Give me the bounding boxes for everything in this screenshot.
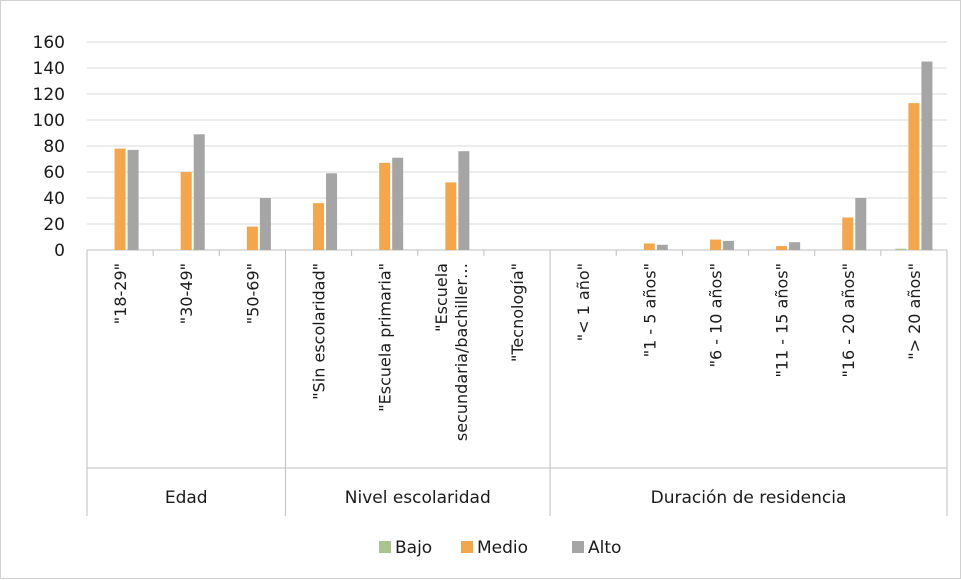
bar-alto bbox=[789, 242, 801, 250]
category-label: "50-69" bbox=[243, 263, 262, 324]
category-label: "> 20 años" bbox=[905, 263, 924, 360]
bar-medio bbox=[313, 203, 325, 250]
bar-alto bbox=[127, 149, 139, 250]
bar-medio bbox=[709, 239, 721, 250]
y-tick-label: 0 bbox=[54, 241, 65, 261]
legend-swatch-alto bbox=[572, 541, 584, 553]
y-tick-label: 100 bbox=[33, 111, 65, 131]
category-label: "Escuelasecundaria/bachiller… bbox=[432, 263, 471, 441]
bar-alto bbox=[193, 134, 205, 250]
group-label: Edad bbox=[165, 488, 208, 508]
category-label: "1 - 5 años" bbox=[640, 263, 659, 357]
group-label: Nivel escolaridad bbox=[345, 488, 491, 508]
category-label: "Escuela primaria" bbox=[376, 263, 395, 412]
y-tick-label: 160 bbox=[33, 33, 65, 53]
bar-medio bbox=[180, 172, 192, 250]
bar-alto bbox=[722, 240, 734, 250]
y-tick-label: 80 bbox=[43, 137, 65, 157]
bar-alto bbox=[656, 244, 668, 250]
legend-label: Bajo bbox=[395, 538, 432, 558]
y-axis-ticks: 0 20 40 60 80 100 120 140 160 bbox=[33, 33, 65, 261]
legend-label: Alto bbox=[588, 538, 621, 558]
bar-medio bbox=[114, 148, 126, 250]
y-tick-label: 20 bbox=[43, 215, 65, 235]
group-labels: Edad Nivel escolaridad Duración de residen… bbox=[86, 250, 948, 516]
bar-bajo bbox=[895, 248, 907, 250]
bar-alto bbox=[855, 198, 867, 250]
bar-alto bbox=[326, 173, 338, 250]
bar-medio bbox=[643, 243, 655, 250]
bar-medio bbox=[379, 162, 391, 250]
bar-alto bbox=[259, 198, 271, 250]
bars bbox=[114, 61, 933, 250]
y-tick-label: 120 bbox=[33, 85, 65, 105]
bar-medio bbox=[842, 217, 854, 250]
legend: Bajo Medio Alto bbox=[379, 538, 621, 558]
legend-swatch-medio bbox=[461, 541, 473, 553]
category-label: "Sin escolaridad" bbox=[310, 263, 329, 400]
category-label: "18-29" bbox=[111, 263, 130, 324]
gridlines bbox=[87, 41, 947, 251]
legend-swatch-bajo bbox=[379, 541, 391, 553]
category-label: "< 1 año" bbox=[574, 263, 593, 341]
category-labels: "18-29" "30-49" "50-69" "Sin escolaridad" "E… bbox=[111, 263, 924, 441]
bar-medio bbox=[776, 246, 788, 250]
bar-alto bbox=[458, 151, 470, 250]
bar-medio bbox=[246, 226, 258, 250]
y-tick-label: 40 bbox=[43, 189, 65, 209]
category-label: "Tecnología" bbox=[508, 263, 527, 362]
legend-label: Medio bbox=[477, 538, 528, 558]
group-label: Duración de residencia bbox=[651, 488, 847, 508]
category-label: "6 - 10 años" bbox=[706, 263, 725, 367]
category-label: "30-49" bbox=[177, 263, 196, 324]
bar-alto bbox=[921, 61, 933, 250]
y-tick-label: 60 bbox=[43, 163, 65, 183]
bar-medio bbox=[445, 182, 457, 250]
bar-medio bbox=[908, 103, 920, 250]
bar-alto bbox=[392, 157, 404, 250]
category-label: "16 - 20 años" bbox=[839, 263, 858, 378]
y-tick-label: 140 bbox=[33, 59, 65, 79]
category-label: "11 - 15 años" bbox=[773, 263, 792, 378]
